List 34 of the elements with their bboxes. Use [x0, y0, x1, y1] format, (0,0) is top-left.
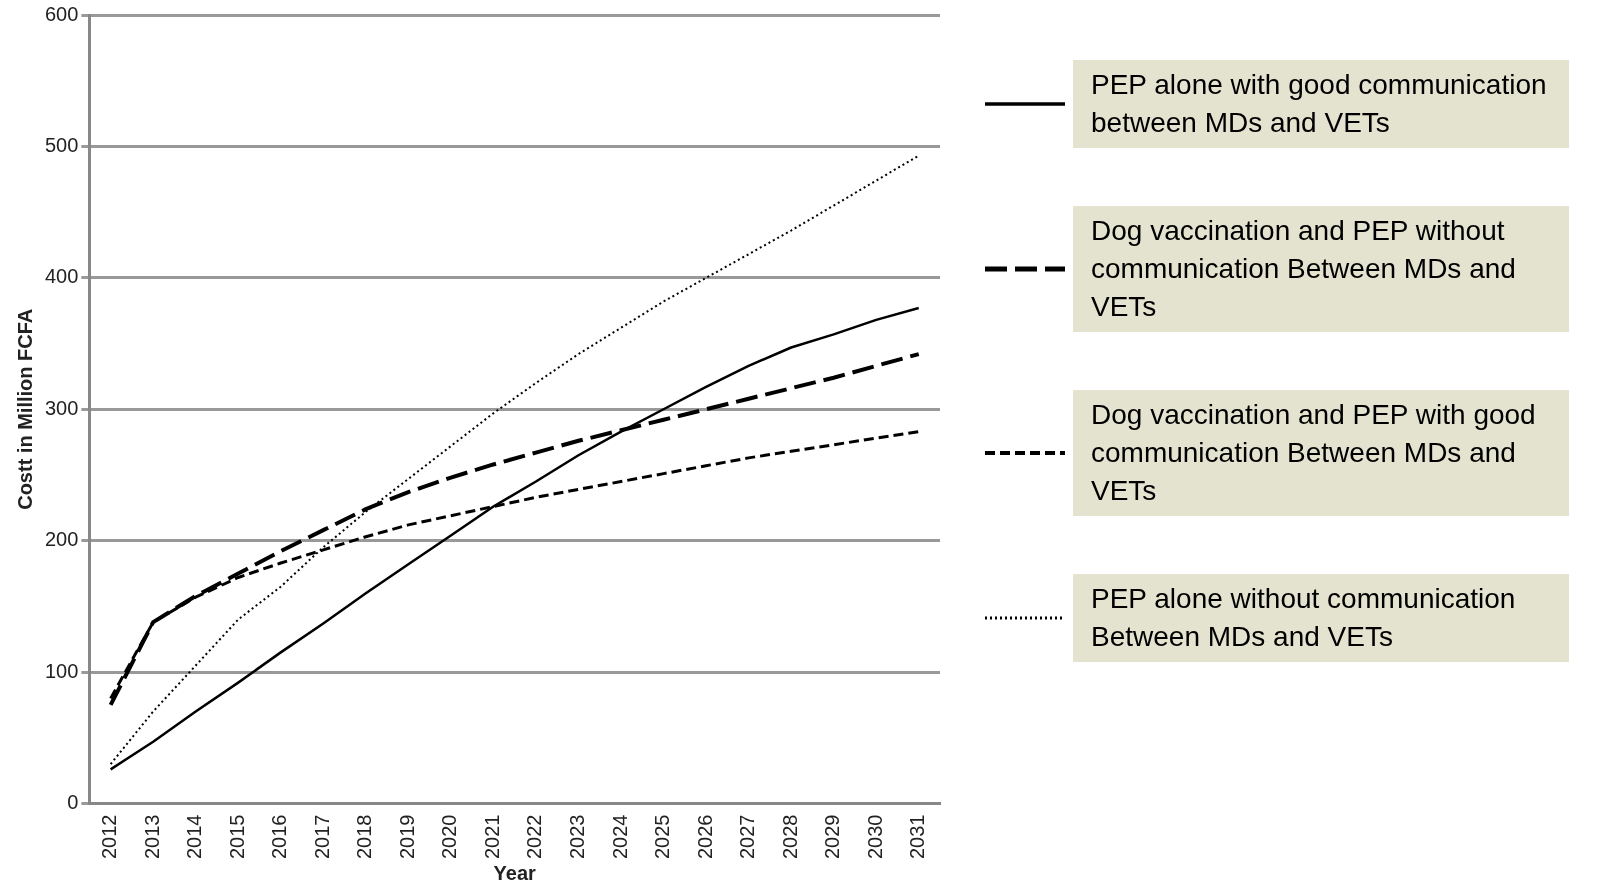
x-tick-label: 2017: [310, 814, 333, 860]
x-tick-label: 2014: [183, 814, 206, 860]
x-tick-label: 2028: [778, 814, 801, 860]
x-tick-label: 2022: [523, 814, 546, 860]
legend-label: PEP alone with good communication between MDs and VETs: [1073, 60, 1569, 148]
y-tick-label: 0: [67, 791, 79, 814]
x-tick-label: 2030: [863, 814, 886, 860]
x-tick-label: 2027: [736, 814, 759, 860]
y-tick-label: 100: [44, 659, 79, 682]
x-tick-label: 2023: [566, 814, 588, 860]
x-tick-label: 2020: [438, 814, 461, 860]
legend-label: PEP alone without communication Between MDs and VETs: [1073, 574, 1569, 662]
x-tick-label: 2019: [395, 814, 418, 860]
x-tick-label: 2015: [225, 814, 248, 860]
y-tick-label: 600: [44, 2, 79, 25]
x-tick-label: 2021: [480, 814, 503, 860]
x-tick-label: 2025: [651, 814, 674, 860]
x-tick-label: 2013: [140, 814, 163, 860]
x-tick-label: 2012: [98, 814, 121, 860]
x-tick-label: 2018: [353, 814, 376, 860]
x-tick-label: 2031: [906, 814, 929, 860]
legend-label: Dog vaccination and PEP without communication Between MDs and VETs: [1073, 206, 1569, 332]
x-tick-label: 2026: [693, 814, 716, 860]
x-tick-label: 2029: [821, 814, 844, 860]
y-tick-label: 200: [44, 528, 79, 551]
y-tick-label: 500: [44, 133, 79, 156]
line-series: [109, 154, 920, 766]
x-axis-title: Year: [493, 861, 537, 884]
y-tick-label: 400: [44, 265, 79, 288]
y-tick-label: 300: [44, 396, 79, 419]
legend-label: Dog vaccination and PEP with good communication Between MDs and VETs: [1073, 390, 1569, 516]
y-axis-title: Costt in Million FCFA: [13, 308, 36, 510]
x-tick-label: 2016: [268, 814, 291, 860]
x-tick-label: 2024: [608, 814, 631, 860]
